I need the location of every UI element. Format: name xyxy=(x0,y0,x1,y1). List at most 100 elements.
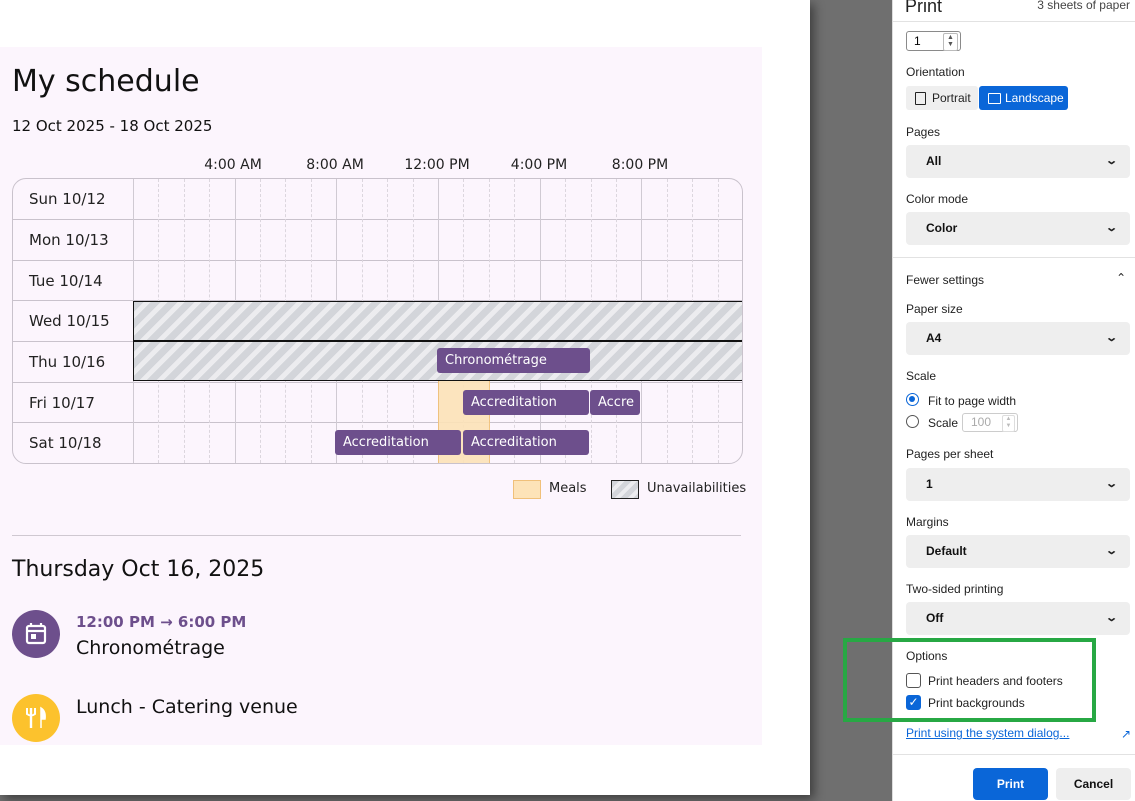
system-dialog-link[interactable]: Print using the system dialog... xyxy=(906,726,1070,740)
paper-size-value: A4 xyxy=(926,331,942,345)
unavailabilities-legend-label: Unavailabilities xyxy=(647,481,747,496)
sheet-count: 3 sheets of paper xyxy=(1037,0,1130,12)
day-row: Fri 10/17 xyxy=(13,382,742,423)
cancel-button[interactable]: Cancel xyxy=(1056,768,1131,800)
scale-input[interactable]: 100 ▲ ▼ xyxy=(962,413,1018,432)
day-row: Tue 10/14 xyxy=(13,260,742,301)
margins-select[interactable]: Default ⌄ xyxy=(906,535,1130,568)
fit-to-width-label: Fit to page width xyxy=(928,394,1017,408)
event-block[interactable]: Accreditation xyxy=(335,430,461,455)
fit-to-width-radio[interactable] xyxy=(906,393,919,406)
landscape-icon xyxy=(988,93,1001,104)
options-label: Options xyxy=(906,649,948,663)
options-highlight-box xyxy=(843,638,1096,722)
event-icon-circle xyxy=(12,610,60,658)
backgrounds-checkbox[interactable]: ✓ xyxy=(906,695,921,710)
section-divider xyxy=(893,257,1135,258)
orientation-label: Orientation xyxy=(906,65,965,79)
color-mode-select[interactable]: Color ⌄ xyxy=(906,212,1130,245)
utensils-icon xyxy=(26,706,46,728)
chevron-down-icon: ⌄ xyxy=(1104,545,1118,557)
scale-value: 100 xyxy=(971,415,992,429)
pages-per-sheet-select[interactable]: 1 ⌄ xyxy=(906,468,1130,501)
external-link-icon[interactable]: ↗ xyxy=(1120,727,1131,741)
two-sided-label: Two-sided printing xyxy=(906,582,1004,596)
time-label: 8:00 PM xyxy=(611,157,669,173)
event-block[interactable]: Accreditation xyxy=(463,390,589,415)
header-divider xyxy=(893,21,1135,22)
stepper-arrows-icon[interactable]: ▲ ▼ xyxy=(943,33,958,51)
landscape-option[interactable]: Landscape xyxy=(979,86,1068,110)
margins-label: Margins xyxy=(906,515,949,529)
stepper-arrows-icon[interactable]: ▲ ▼ xyxy=(1002,415,1015,432)
two-sided-value: Off xyxy=(926,611,944,625)
fewer-settings-toggle[interactable]: Fewer settings xyxy=(906,273,985,287)
dialog-title: Print xyxy=(905,0,943,16)
event-time: 12:00 PM → 6:00 PM xyxy=(76,613,247,631)
paper-size-select[interactable]: A4 ⌄ xyxy=(906,322,1130,355)
chevron-down-icon: ⌄ xyxy=(1104,612,1118,624)
chevron-up-icon[interactable]: ⌄ xyxy=(1115,270,1126,284)
margins-value: Default xyxy=(926,544,967,558)
time-label: 4:00 PM xyxy=(510,157,568,173)
event-block[interactable]: Chronométrage xyxy=(437,348,590,373)
calendar-icon xyxy=(25,623,47,645)
portrait-icon xyxy=(915,92,926,105)
time-label: 4:00 AM xyxy=(204,157,262,173)
portrait-option[interactable]: Portrait xyxy=(906,86,978,110)
pages-label: Pages xyxy=(906,125,941,139)
unavailabilities-legend-swatch xyxy=(611,480,639,499)
time-label: 8:00 AM xyxy=(306,157,364,173)
chevron-down-icon: ⌄ xyxy=(1104,222,1118,234)
chevron-down-icon: ⌄ xyxy=(1104,478,1118,490)
event-block[interactable]: Accre xyxy=(590,390,640,415)
day-row: Wed 10/15 xyxy=(13,300,742,341)
print-button[interactable]: Print xyxy=(973,768,1048,800)
pages-value: All xyxy=(926,154,942,168)
footer-divider xyxy=(893,754,1135,755)
pages-per-sheet-label: Pages per sheet xyxy=(906,447,994,461)
time-label: 12:00 PM xyxy=(404,157,470,173)
chevron-down-icon: ⌄ xyxy=(1104,332,1118,344)
day-label: Mon 10/13 xyxy=(29,231,109,249)
meals-legend-label: Meals xyxy=(549,481,587,496)
custom-scale-label: Scale xyxy=(928,416,959,430)
pages-per-sheet-value: 1 xyxy=(926,477,933,491)
pages-select[interactable]: All ⌄ xyxy=(906,145,1130,178)
color-mode-value: Color xyxy=(926,221,958,235)
headers-footers-checkbox[interactable] xyxy=(906,673,921,688)
day-heading: Thursday Oct 16, 2025 xyxy=(12,557,265,582)
day-row: Mon 10/13 xyxy=(13,219,742,260)
date-range: 12 Oct 2025 - 18 Oct 2025 xyxy=(12,117,213,135)
scale-label: Scale xyxy=(906,369,937,383)
day-label: Thu 10/16 xyxy=(29,353,106,371)
meal-icon-circle xyxy=(12,694,60,742)
day-label: Sun 10/12 xyxy=(29,190,106,208)
day-row: Sat 10/18 xyxy=(13,422,742,463)
copies-value: 1 xyxy=(914,34,921,48)
copies-stepper[interactable]: 1 ▲ ▼ xyxy=(906,31,961,51)
day-label: Tue 10/14 xyxy=(29,272,103,290)
custom-scale-radio[interactable] xyxy=(906,415,919,428)
two-sided-select[interactable]: Off ⌄ xyxy=(906,602,1130,635)
schedule-grid: Sun 10/12 Mon 10/13 Tue 10/14 Wed 10/15 … xyxy=(12,178,743,464)
portrait-label: Portrait xyxy=(932,91,971,105)
section-divider xyxy=(12,535,741,536)
event-block[interactable]: Accreditation xyxy=(463,430,589,455)
landscape-label: Landscape xyxy=(1005,91,1064,105)
meals-legend-swatch xyxy=(513,480,541,499)
day-label: Wed 10/15 xyxy=(29,312,110,330)
day-label: Sat 10/18 xyxy=(29,434,102,452)
unavailability-block xyxy=(133,301,742,341)
day-label: Fri 10/17 xyxy=(29,394,95,412)
day-row: Sun 10/12 xyxy=(13,179,742,219)
schedule-title: My schedule xyxy=(12,64,200,99)
headers-footers-label: Print headers and footers xyxy=(928,674,1063,688)
preview-page: My schedule 12 Oct 2025 - 18 Oct 2025 4:… xyxy=(0,0,810,795)
backgrounds-label: Print backgrounds xyxy=(928,696,1025,710)
event-title: Chronométrage xyxy=(76,637,225,659)
paper-size-label: Paper size xyxy=(906,302,963,316)
chevron-down-icon: ⌄ xyxy=(1104,155,1118,167)
meal-title: Lunch - Catering venue xyxy=(76,696,298,718)
color-mode-label: Color mode xyxy=(906,192,969,206)
